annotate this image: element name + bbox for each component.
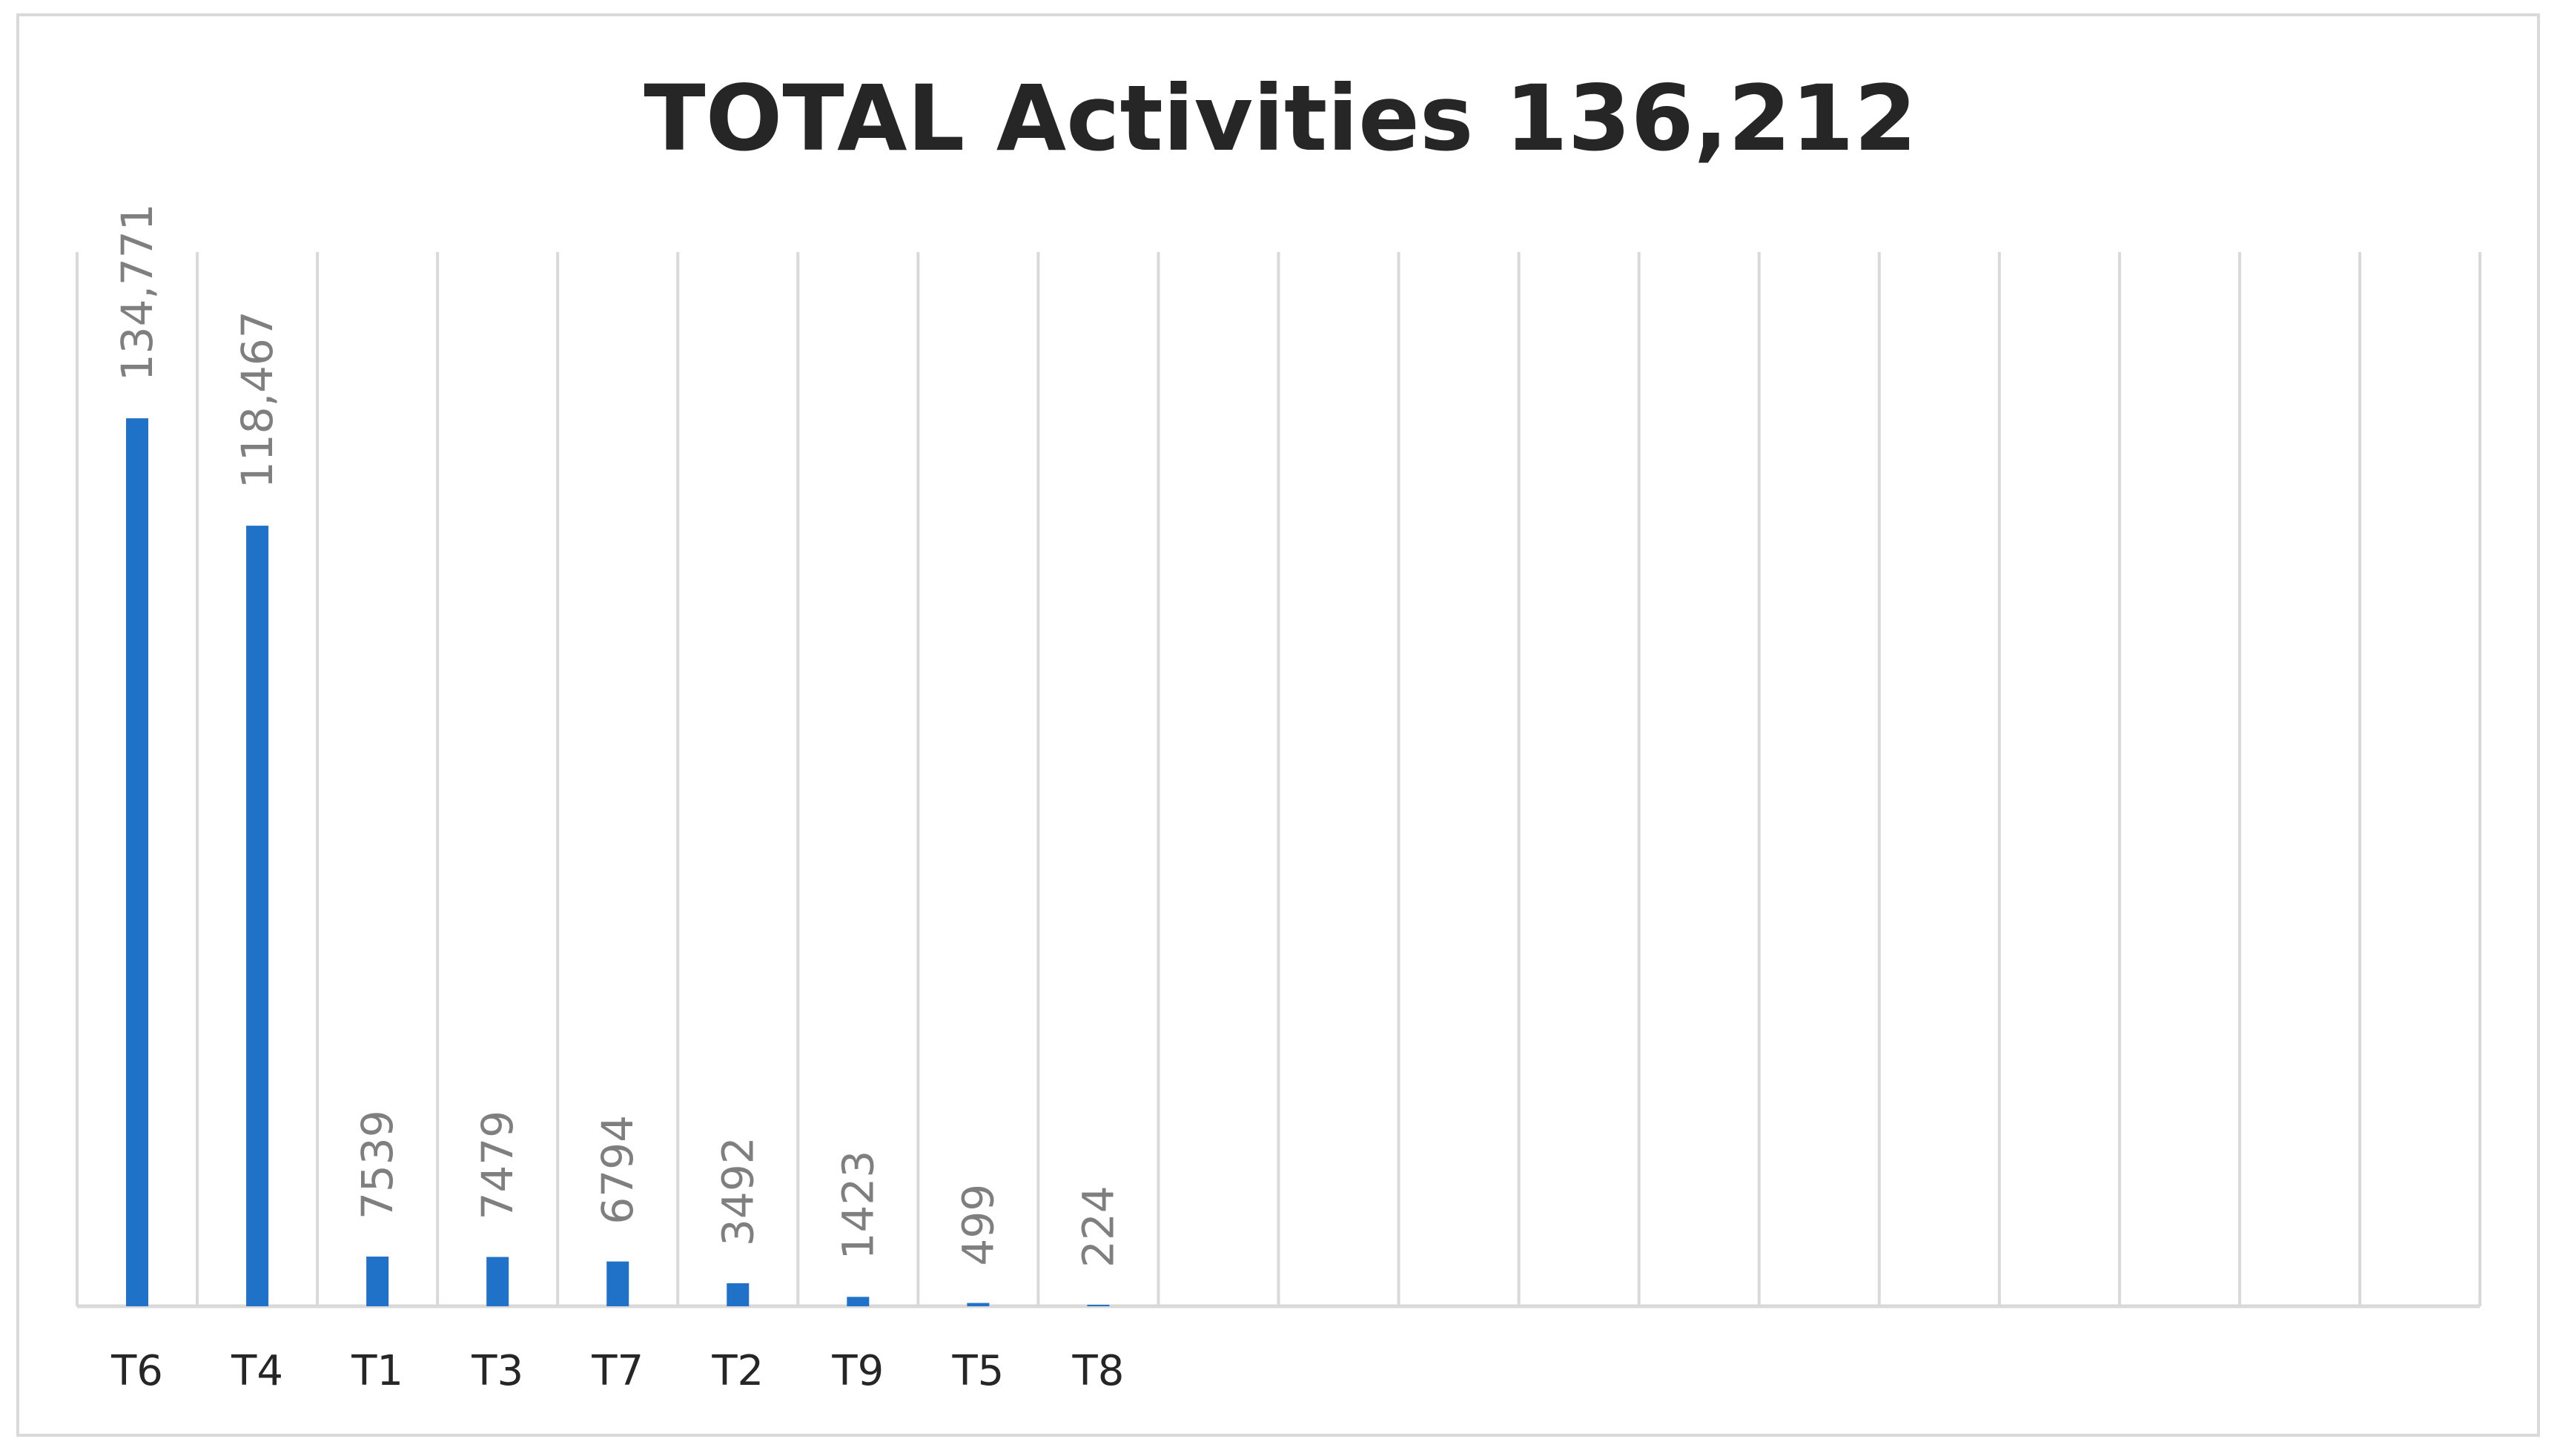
data-label-t5: 499 <box>953 1184 1003 1266</box>
grid <box>76 252 2481 1306</box>
data-label-t7: 6794 <box>592 1115 643 1225</box>
x-tick-label-t1: T1 <box>351 1347 403 1395</box>
bar-t4 <box>246 526 269 1306</box>
bar-t1 <box>366 1256 389 1306</box>
x-tick-label-t6: T6 <box>110 1347 163 1395</box>
data-label-t3: 7479 <box>472 1111 523 1220</box>
x-tick-labels: T6 T4 T1 T3 T7 T2 T9 T5 T8 <box>110 1347 1124 1395</box>
x-tick-label-t3: T3 <box>471 1347 523 1395</box>
bar-t2 <box>727 1283 750 1306</box>
data-label-t9: 1423 <box>833 1151 883 1260</box>
bars <box>126 418 1110 1307</box>
chart-title: TOTAL Activities 136,212 <box>644 66 1916 171</box>
bar-t9 <box>847 1297 870 1306</box>
x-tick-label-t8: T8 <box>1072 1347 1125 1395</box>
bar-t7 <box>606 1261 629 1306</box>
bar-t6 <box>126 418 149 1307</box>
bar-t3 <box>486 1257 509 1306</box>
bar-t5 <box>967 1303 990 1306</box>
data-labels: 134,771 118,467 7539 7479 6794 3492 1423 499 224 <box>112 203 1123 1268</box>
data-label-t8: 224 <box>1073 1185 1123 1268</box>
x-tick-label-t5: T5 <box>951 1347 1004 1395</box>
data-label-t6: 134,771 <box>112 203 162 381</box>
bar-t8 <box>1087 1305 1110 1306</box>
data-label-t2: 3492 <box>712 1136 763 1246</box>
data-label-t1: 7539 <box>352 1110 403 1220</box>
x-tick-label-t2: T2 <box>711 1347 764 1395</box>
x-tick-label-t4: T4 <box>231 1347 283 1395</box>
x-tick-label-t9: T9 <box>831 1347 884 1395</box>
x-tick-label-t7: T7 <box>591 1347 644 1395</box>
data-label-t4: 118,467 <box>232 311 282 489</box>
